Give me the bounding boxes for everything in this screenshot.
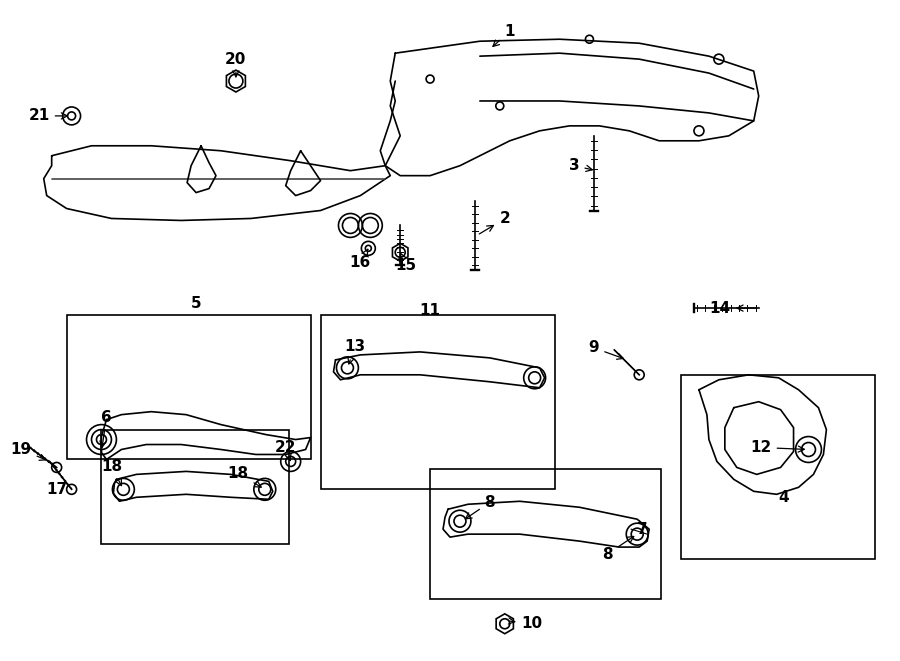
- Text: 7: 7: [637, 522, 648, 537]
- Bar: [320, 315, 554, 489]
- Text: 19: 19: [11, 442, 46, 460]
- Text: 4: 4: [778, 490, 789, 505]
- Text: 18: 18: [101, 459, 122, 486]
- Bar: [430, 469, 662, 599]
- Text: 18: 18: [228, 466, 261, 487]
- Text: 12: 12: [751, 440, 805, 455]
- Text: 22: 22: [274, 440, 296, 461]
- Bar: [681, 375, 875, 559]
- Text: 1: 1: [493, 24, 515, 46]
- Text: 11: 11: [419, 303, 441, 317]
- Text: 8: 8: [465, 495, 495, 519]
- Text: 6: 6: [100, 410, 112, 447]
- Text: 13: 13: [344, 340, 365, 364]
- Text: 9: 9: [589, 340, 624, 360]
- Text: 14: 14: [709, 301, 756, 315]
- Text: 21: 21: [29, 108, 68, 124]
- Text: 20: 20: [225, 52, 247, 77]
- Text: 15: 15: [396, 253, 417, 273]
- Text: 5: 5: [191, 295, 202, 311]
- Text: 2: 2: [480, 211, 510, 234]
- Text: 16: 16: [350, 249, 371, 270]
- Bar: [67, 315, 310, 459]
- Text: 8: 8: [602, 537, 634, 562]
- Bar: [102, 430, 289, 544]
- Text: 17: 17: [46, 482, 68, 497]
- Text: 3: 3: [569, 158, 592, 173]
- Text: 10: 10: [508, 616, 543, 631]
